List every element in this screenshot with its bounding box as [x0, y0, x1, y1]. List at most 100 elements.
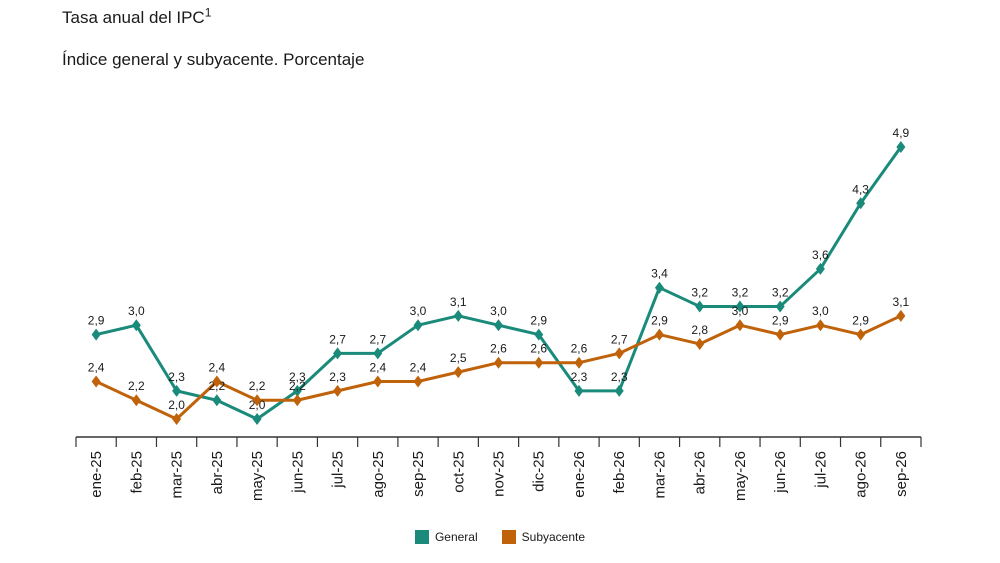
data-label-subyacente: 3,1 [893, 295, 910, 309]
data-label-subyacente: 3,0 [812, 304, 829, 318]
line-chart: ene-25 feb-25 mar-25 abr-25 may-25 jun-25 jul-… [75, 126, 922, 501]
data-point-subyacente [534, 356, 544, 369]
data-label-subyacente: 2,2 [128, 379, 145, 393]
x-tick-label: feb-26 [611, 451, 628, 494]
data-point-subyacente [333, 384, 343, 397]
data-point-general [292, 384, 302, 397]
data-point-subyacente [413, 375, 423, 388]
data-label-general: 2,3 [571, 370, 588, 384]
chart-title-text: Tasa anual del IPC [62, 8, 205, 27]
data-point-general [896, 141, 906, 153]
data-point-general [212, 394, 222, 407]
data-point-subyacente [775, 328, 785, 341]
data-point-subyacente [212, 375, 222, 388]
data-label-subyacente: 2,7 [611, 332, 628, 346]
data-label-general: 3,1 [450, 295, 467, 309]
data-label-general: 2,7 [369, 332, 386, 346]
data-label-subyacente: 2,4 [410, 360, 427, 374]
data-point-general [252, 413, 262, 425]
data-point-general [413, 319, 423, 332]
x-tick-label: sep-26 [893, 451, 910, 497]
legend-label-general: General [434, 530, 478, 544]
legend-swatch-general [414, 530, 429, 544]
data-point-general [815, 262, 825, 275]
data-label-subyacente: 2,9 [772, 314, 789, 328]
data-point-general [333, 347, 343, 360]
data-label-subyacente: 2,4 [369, 360, 386, 374]
data-label-subyacente: 2,3 [329, 370, 346, 384]
data-label-general: 2,3 [168, 370, 185, 384]
x-tick-label: jun-25 [289, 451, 306, 494]
data-label-subyacente: 2,0 [168, 398, 185, 412]
x-tick-label: may-25 [249, 451, 266, 501]
data-label-subyacente: 2,6 [530, 342, 547, 356]
data-label-general: 3,6 [812, 248, 829, 262]
x-tick-label: jul-25 [330, 451, 347, 489]
x-tick-label: sep-25 [410, 451, 427, 497]
data-point-general [735, 300, 745, 313]
data-point-subyacente [815, 319, 825, 332]
data-label-general: 3,4 [651, 267, 668, 281]
data-point-general [695, 300, 705, 313]
x-tick-label: oct-25 [450, 451, 467, 493]
data-point-general [614, 384, 624, 397]
x-tick-label: dic-25 [531, 451, 548, 492]
data-label-general: 4,9 [893, 126, 910, 140]
data-label-general: 3,0 [128, 304, 145, 318]
data-point-subyacente [614, 347, 624, 360]
x-tick-label: nov-25 [491, 451, 508, 497]
data-point-subyacente [654, 328, 664, 341]
title-footnote-mark: 1 [204, 5, 212, 20]
data-label-subyacente: 2,9 [852, 314, 869, 328]
data-point-general [91, 328, 101, 341]
chart-legend: General Subyacente [0, 530, 1000, 544]
data-label-subyacente: 3,0 [732, 304, 749, 318]
data-label-general: 2,9 [530, 314, 547, 328]
data-label-general: 4,3 [852, 182, 869, 196]
x-tick-label: mar-25 [169, 451, 186, 499]
x-tick-label: may-26 [732, 451, 749, 501]
legend-item-general[interactable]: General [414, 530, 478, 544]
data-point-subyacente [896, 309, 906, 322]
data-label-general: 3,2 [691, 285, 708, 299]
data-label-subyacente: 2,6 [490, 342, 507, 356]
x-tick-label: ene-25 [88, 451, 105, 498]
data-point-subyacente [172, 413, 182, 425]
data-point-subyacente [373, 375, 383, 388]
legend-item-subyacente[interactable]: Subyacente [501, 530, 586, 544]
data-label-subyacente: 2,4 [88, 360, 105, 374]
x-tick-label: ago-25 [370, 451, 387, 498]
x-tick-label: ene-26 [571, 451, 588, 498]
data-point-subyacente [131, 394, 141, 407]
chart-subtitle: Índice general y subyacente. Porcentaje [62, 50, 365, 69]
data-label-general: 3,2 [732, 285, 749, 299]
data-point-subyacente [574, 356, 584, 369]
data-point-general [172, 384, 182, 397]
data-point-general [775, 300, 785, 313]
data-label-general: 3,0 [410, 304, 427, 318]
legend-swatch-subyacente [501, 530, 516, 544]
x-tick-label: jun-26 [772, 451, 789, 494]
data-point-subyacente [856, 328, 866, 341]
data-label-subyacente: 2,9 [651, 314, 668, 328]
x-tick-label: abr-26 [692, 451, 709, 494]
data-label-general: 2,9 [88, 314, 105, 328]
data-label-general: 3,0 [490, 304, 507, 318]
data-label-subyacente: 2,8 [691, 323, 708, 337]
chart-title: Tasa anual del IPC1 [62, 5, 212, 28]
legend-label-subyacente: Subyacente [521, 530, 586, 544]
data-point-subyacente [494, 356, 503, 369]
data-point-subyacente [292, 394, 302, 407]
x-tick-label: feb-25 [128, 451, 145, 494]
data-label-general: 3,2 [772, 285, 789, 299]
data-point-subyacente [252, 394, 262, 407]
x-tick-label: jul-26 [812, 451, 829, 489]
data-point-general [131, 319, 141, 332]
x-tick-label: abr-25 [209, 451, 226, 494]
data-label-subyacente: 2,2 [249, 379, 266, 393]
data-point-general [373, 347, 383, 360]
data-label-general: 2,7 [329, 332, 346, 346]
data-point-subyacente [695, 337, 705, 350]
data-label-subyacente: 2,2 [289, 379, 306, 393]
data-point-subyacente [91, 375, 101, 388]
